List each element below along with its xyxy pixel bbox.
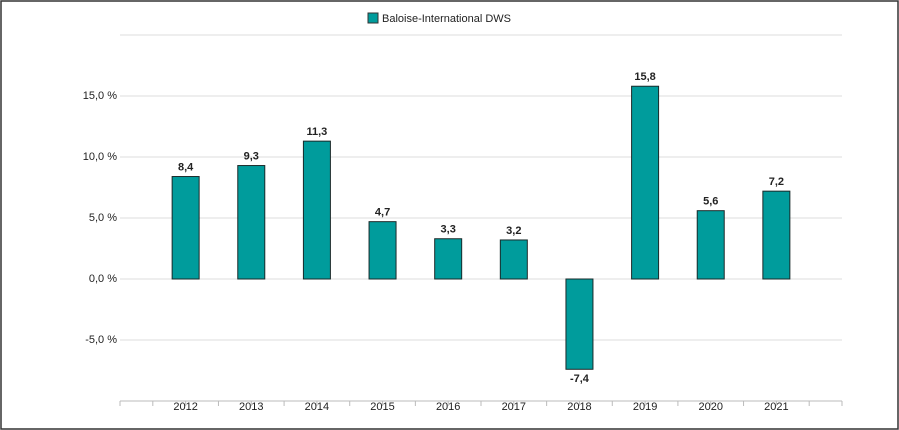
x-tick-label: 2021 xyxy=(764,401,788,413)
legend-swatch xyxy=(367,12,379,24)
x-tick-label: 2017 xyxy=(502,401,526,413)
bar xyxy=(631,85,660,280)
value-label: 3,3 xyxy=(441,224,456,236)
x-tick-label: 2020 xyxy=(698,401,722,413)
y-tick-label: 5,0 % xyxy=(89,212,117,224)
y-tick-label: 15,0 % xyxy=(83,90,117,102)
bar xyxy=(565,278,594,370)
y-tick-label: 0,0 % xyxy=(89,273,117,285)
value-label: 3,2 xyxy=(506,225,521,237)
value-label: -7,4 xyxy=(570,373,590,385)
bar xyxy=(237,165,266,280)
y-tick-label: 10,0 % xyxy=(83,151,117,163)
x-tick-label: 2013 xyxy=(239,401,263,413)
bar xyxy=(302,140,331,280)
value-label: 11,3 xyxy=(307,126,328,138)
bar xyxy=(696,210,725,280)
bar xyxy=(499,239,528,280)
bar xyxy=(171,176,200,280)
value-label: 5,6 xyxy=(703,196,718,208)
value-label: 15,8 xyxy=(634,71,655,83)
value-label: 8,4 xyxy=(178,161,194,173)
value-label: 7,2 xyxy=(769,176,784,188)
bar xyxy=(368,221,397,280)
legend-label: Baloise-International DWS xyxy=(382,13,511,25)
bar xyxy=(762,190,791,280)
y-tick-label: -5,0 % xyxy=(85,334,117,346)
bar xyxy=(434,238,463,280)
value-label: 9,3 xyxy=(244,150,259,162)
x-tick-label: 2012 xyxy=(173,401,197,413)
value-label: 4,7 xyxy=(375,207,390,219)
x-tick-label: 2016 xyxy=(436,401,460,413)
x-tick-label: 2018 xyxy=(567,401,591,413)
x-tick-label: 2019 xyxy=(633,401,657,413)
x-tick-label: 2014 xyxy=(305,401,329,413)
x-tick-label: 2015 xyxy=(370,401,394,413)
